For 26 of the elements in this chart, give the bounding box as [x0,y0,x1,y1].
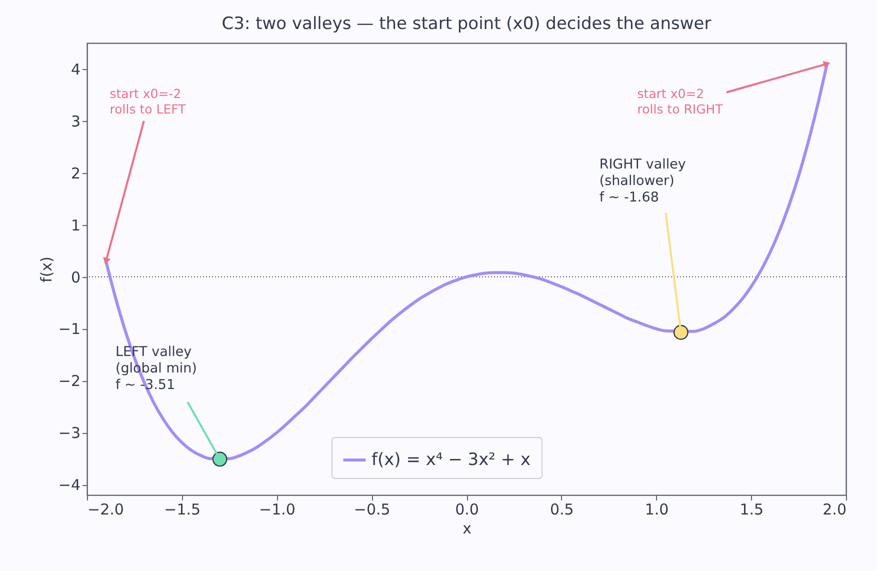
annotation: start x0=2 rolls to RIGHT [637,86,724,117]
y-axis-title: f(x) [37,256,56,282]
y-tick-label: 1 [70,216,80,234]
y-tick-label: −2 [58,372,80,390]
x-tick-label: −1.5 [164,500,201,518]
legend-label: f(x) = x⁴ − 3x² + x [372,450,531,470]
x-tick-label: 0.5 [550,500,574,518]
y-tick-label: 3 [70,112,80,130]
y-tick-label: −1 [58,320,80,338]
annotation: start x0=-2 rolls to LEFT [110,86,186,117]
y-tick-label: 4 [70,60,80,78]
x-tick-label: −1.0 [259,500,296,518]
chart-title: C3: two valleys — the start point (x0) decides the answer [222,14,712,34]
annotation: LEFT valley (global min) f ~ -3.51 [115,344,197,393]
x-tick-label: 0.0 [455,500,479,518]
y-tick-label: 2 [70,164,80,182]
x-tick-label: −2.0 [88,500,124,518]
y-tick-label: 0 [70,268,80,286]
annotation: RIGHT valley (shallower) f ~ -1.68 [599,156,686,206]
x-tick-label: 2.0 [822,500,846,518]
x-tick-label: 1.0 [644,500,669,518]
x-tick-label: 1.5 [740,500,764,518]
x-axis-title: x [462,520,472,538]
y-tick-label: −3 [58,424,80,442]
y-tick-label: −4 [58,476,80,494]
x-tick-label: −0.5 [354,500,390,518]
